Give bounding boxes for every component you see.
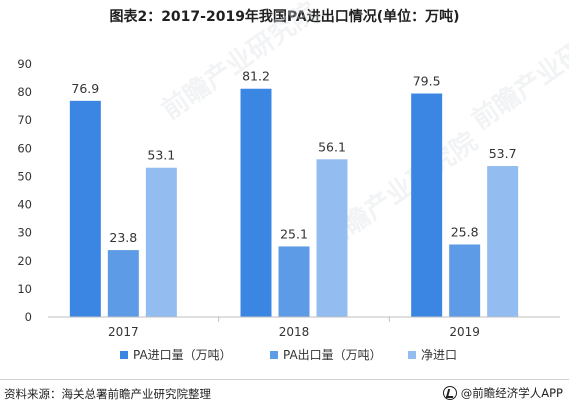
legend-swatch-0 — [120, 351, 128, 359]
data-label: 56.1 — [318, 139, 346, 154]
footer-divider — [0, 379, 569, 380]
source-note: 资料来源：海关总署前瞻产业研究院整理 — [4, 387, 211, 401]
data-label: 23.8 — [109, 230, 137, 245]
legend-label-1: PA出口量（万吨） — [283, 348, 382, 362]
x-axis: 2017 2018 2019 — [48, 316, 560, 339]
watermark-text: 前瞻产业研究院 — [156, 0, 323, 126]
y-tick-label: 10 — [17, 282, 32, 296]
legend-label-0: PA进口量（万吨） — [133, 348, 232, 362]
bar-2-2018 — [316, 159, 348, 317]
legend-swatch-2 — [408, 351, 416, 359]
bar-2-2017 — [145, 167, 177, 317]
y-tick-label: 50 — [17, 169, 32, 183]
brand-logo-icon — [442, 386, 457, 400]
x-tick-label: 2019 — [449, 325, 480, 339]
y-tick-label: 80 — [17, 85, 32, 99]
y-tick-label: 0 — [25, 310, 32, 324]
legend: PA进口量（万吨） PA出口量（万吨） 净进口 — [120, 348, 457, 362]
y-tick-label: 60 — [17, 141, 32, 155]
bar-0-2019 — [411, 93, 443, 318]
bar-0-2018 — [240, 88, 272, 317]
data-label: 53.7 — [489, 146, 517, 161]
x-tick-label: 2017 — [108, 325, 139, 339]
data-label: 53.1 — [147, 148, 175, 163]
data-label: 81.2 — [242, 69, 270, 84]
bar-2-2019 — [487, 166, 519, 317]
brand-credit: @前瞻经济学人APP — [442, 385, 563, 401]
x-tick-label: 2018 — [279, 325, 310, 339]
y-tick-label: 20 — [17, 254, 32, 268]
data-label: 79.5 — [413, 74, 441, 89]
y-tick-label: 90 — [17, 57, 32, 71]
legend-swatch-1 — [270, 351, 278, 359]
bars-layer: 76.9 23.8 53.1 81.2 25.1 56.1 79.5 25.8 53.7 — [69, 69, 519, 318]
bar-1-2018 — [278, 246, 310, 317]
brand-label: @前瞻经济学人APP — [460, 386, 563, 400]
legend-label-2: 净进口 — [421, 348, 457, 362]
bar-0-2017 — [69, 100, 101, 317]
data-label: 76.9 — [71, 81, 99, 96]
watermark-text: 前瞻产业研究院 — [466, 6, 569, 136]
bar-1-2019 — [449, 244, 481, 317]
data-label: 25.1 — [280, 226, 308, 241]
y-tick-label: 40 — [17, 198, 32, 212]
y-tick-label: 70 — [17, 113, 32, 127]
bar-1-2017 — [107, 250, 139, 317]
y-tick-label: 30 — [17, 226, 32, 240]
y-axis: 0 10 20 30 40 50 60 70 80 90 — [17, 57, 32, 324]
chart-title: 图表2：2017-2019年我国PA进出口情况(单位：万吨) — [109, 9, 460, 25]
data-label: 25.8 — [451, 224, 479, 239]
